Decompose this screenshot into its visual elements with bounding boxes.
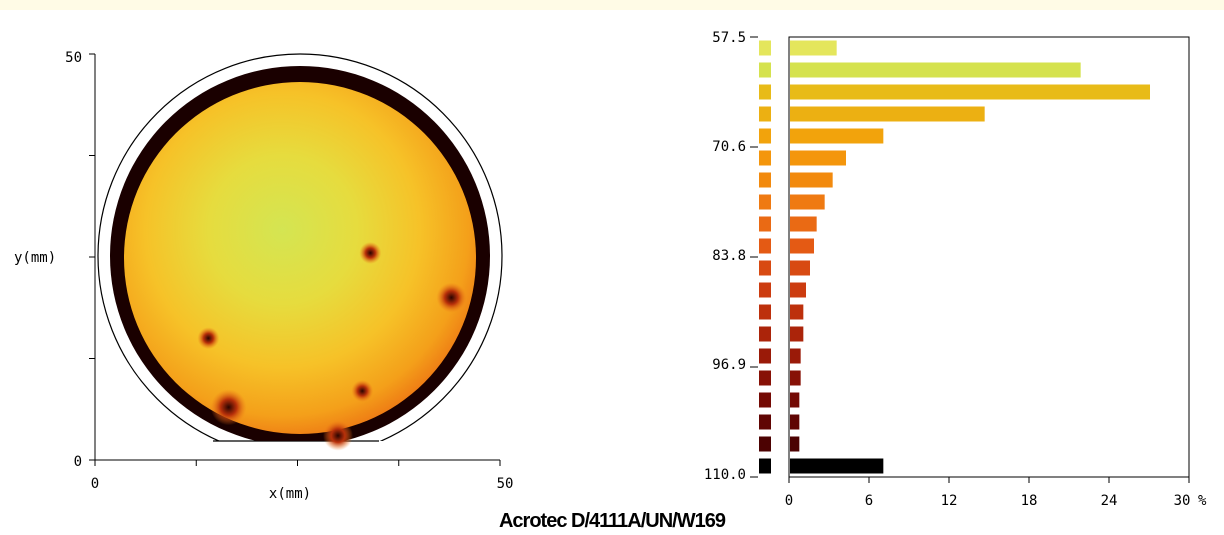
defect-spot [436,282,467,313]
color-scale-swatch [759,216,771,232]
wafer-y-tick-bottom: 0 [74,454,82,470]
histogram-bar [790,260,810,276]
color-scale-swatch [759,194,771,210]
color-scale-swatch [759,128,771,144]
wafer-map-chart: 50 0 0 50 y(mm) x(mm) [14,50,514,500]
wafer-y-tick-top: 50 [65,50,82,66]
color-scale-swatch [759,326,771,342]
histogram-bar [790,436,800,452]
histogram-y-tick: 110.0 [704,467,746,483]
color-scale-swatch [759,282,771,298]
color-scale-swatch [759,238,771,254]
defect-spot [359,241,382,264]
color-scale-swatch [759,392,771,408]
histogram-bar [790,392,800,408]
histogram-bar [790,370,801,386]
histogram-chart: 57.5 70.6 83.8 96.9 110.0 0 6 12 18 24 3… [704,30,1207,509]
color-scale-swatch [759,458,771,474]
histogram-bar [790,304,804,320]
wafer-outline [97,53,503,441]
histogram-bar [790,106,985,122]
color-scale-swatch [759,436,771,452]
histogram-x-tick: 18 [1021,493,1038,509]
defect-spot [351,379,374,402]
histogram-bar [790,238,814,254]
histogram-bar [790,172,833,188]
wafer-x-tick-right: 50 [497,476,514,492]
color-scale-swatch [759,260,771,276]
chart-footer-title: Acrotec D/4111A/UN/W169 [498,510,726,532]
wafer-x-axis-label: x(mm) [269,486,311,500]
histogram-bar [790,216,817,232]
histogram-frame [788,36,1190,478]
defect-spot [323,420,353,451]
color-scale-swatch [759,84,771,100]
histogram-x-tick: 12 [941,493,958,509]
color-scale-swatch [759,40,771,56]
histogram-bar [790,194,825,210]
color-scale-swatch [759,106,771,122]
histogram-x-tick: 0 [785,493,793,509]
histogram-bar [790,326,804,342]
histogram-bar [790,40,837,56]
color-scale-swatch [759,348,771,364]
wafer-x-tick-left: 0 [91,476,99,492]
histogram-bar [790,150,846,166]
histogram-x-tick: 6 [865,493,873,509]
histogram-x-tick: 30 [1174,493,1191,509]
color-scale-swatch [759,304,771,320]
histogram-y-tick: 96.9 [712,357,746,373]
color-scale-swatch [759,150,771,166]
histogram-x-unit: % [1198,493,1207,509]
histogram-y-tick: 57.5 [712,30,746,46]
top-band [0,0,1224,10]
histogram-y-tick: 70.6 [712,139,746,155]
histogram-bar [790,348,801,364]
color-scale-swatch [759,370,771,386]
histogram-bar [790,62,1081,78]
histogram-y-tick: 83.8 [712,248,746,264]
wafer-y-axis-label: y(mm) [14,250,56,266]
color-scale-swatch [759,172,771,188]
color-scale-swatch [759,62,771,78]
defect-spot [210,389,247,426]
histogram-x-tick: 24 [1101,493,1118,509]
histogram-bar [790,128,884,144]
histogram-bar [790,84,1150,100]
histogram-bar [790,458,884,474]
color-scale-swatch [759,414,771,430]
histogram-bar [790,414,800,430]
defect-spot [197,327,220,350]
histogram-bar [790,282,806,298]
